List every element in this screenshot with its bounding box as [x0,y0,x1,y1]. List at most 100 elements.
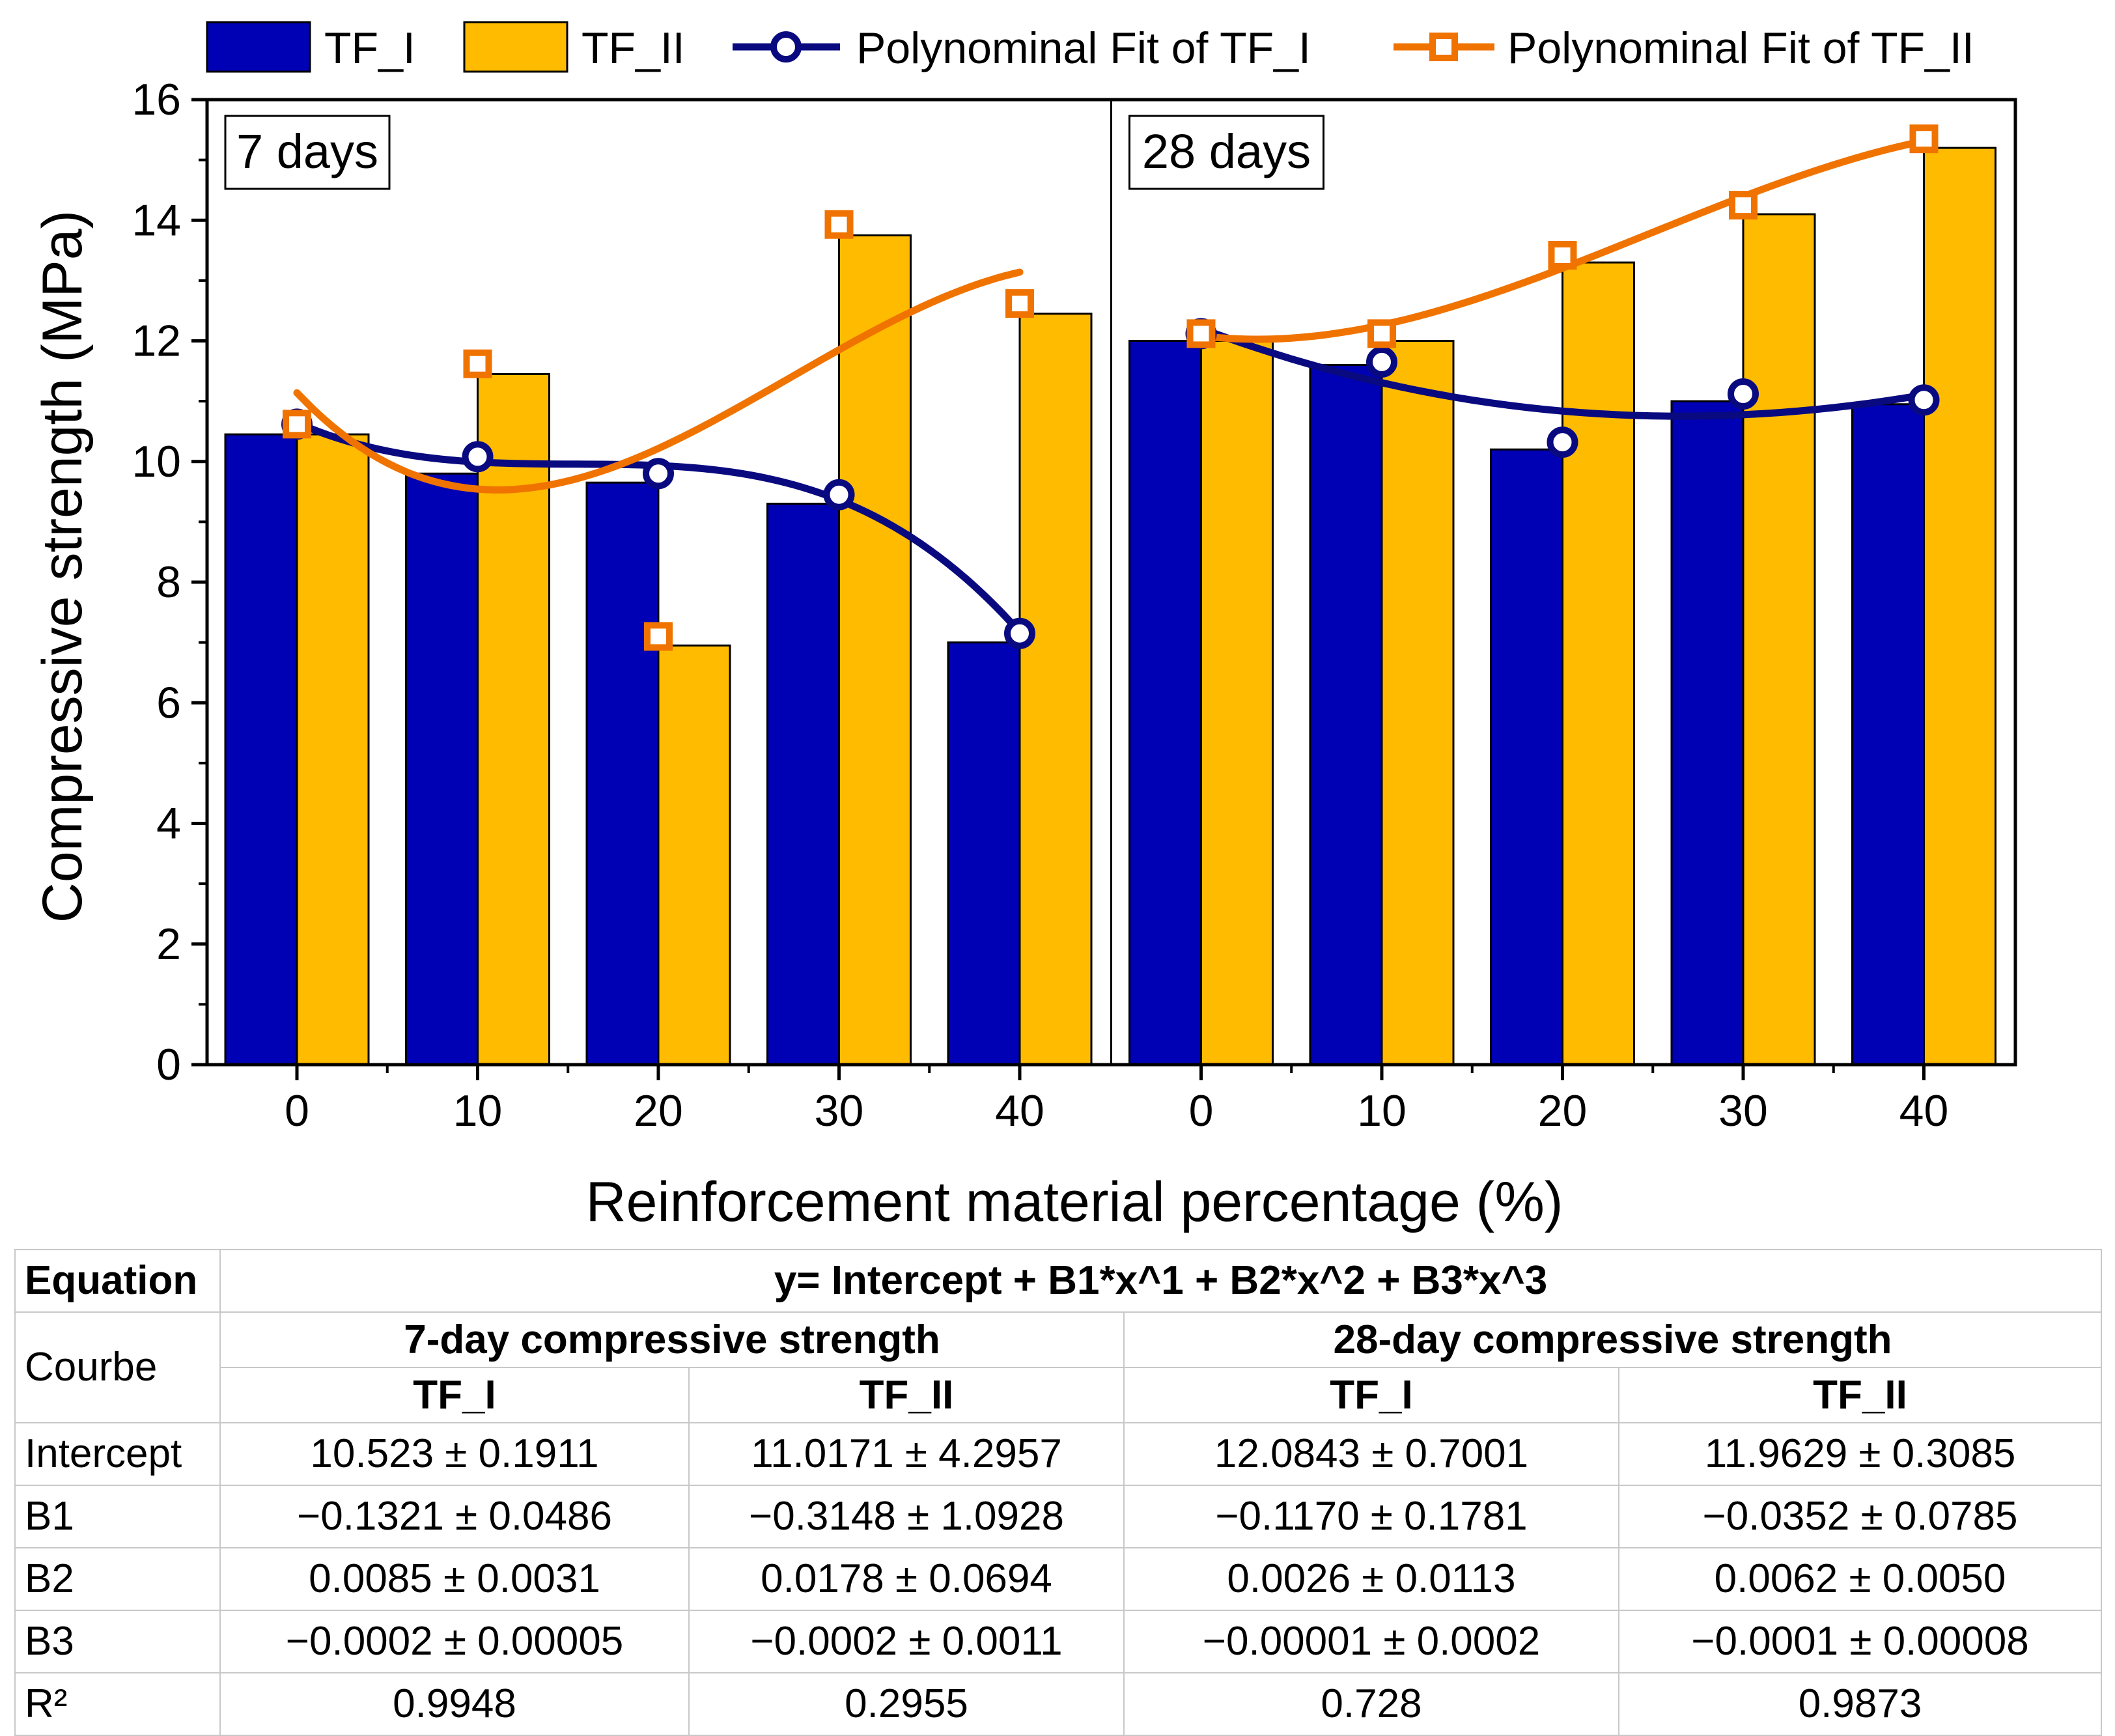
row-label: Intercept [14,1422,221,1486]
bar-tf1 [1490,448,1563,1066]
bar-tf1 [1309,364,1383,1066]
table-cell: −0.00001 ± 0.0002 [1123,1610,1619,1673]
equation-formula: y= Intercept + B1*x^1 + B2*x^2 + B3*x^3 [219,1249,2103,1313]
table-row-groups: Courbe 7-day compressive strength 28-day… [14,1311,2103,1423]
y-tick-label: 0 [156,1040,181,1089]
bar-tf2 [838,234,912,1066]
table-cell: 10.523 ± 0.1911 [219,1422,690,1486]
table-cell: −0.0002 ± 0.00005 [219,1610,690,1673]
table-cell: −0.0002 ± 0.0011 [688,1610,1125,1673]
legend-label-tf2-fit: Polynominal Fit of TF_II [1507,23,1974,73]
bar-tf1 [405,472,479,1066]
y-tick-label: 4 [156,799,181,848]
marker-tf2 [1548,240,1577,270]
table-cell: −0.0001 ± 0.00008 [1618,1610,2103,1673]
y-tick-label: 2 [156,919,181,969]
marker-tf1 [1728,378,1759,410]
legend-swatch-tf2 [463,21,568,73]
table-cell: −0.1170 ± 0.1781 [1123,1485,1619,1548]
marker-tf1 [1547,427,1578,458]
row-label: B3 [14,1610,221,1673]
bar-tf2 [1018,313,1093,1066]
table-cell: 11.9629 ± 0.3085 [1618,1422,2103,1486]
table-row: B1 −0.1321 ± 0.0486 −0.3148 ± 1.0928 −0.… [14,1485,2103,1548]
marker-tf2 [1729,191,1758,220]
panel-labels: 7 days 28 days [224,115,1324,190]
x-tick-label: 20 [634,1086,683,1136]
col-tf1-28: TF_I [1123,1367,1619,1423]
x-tick-label: 0 [285,1086,309,1136]
marker-tf1 [1366,346,1397,378]
x-tick-label: 20 [1538,1086,1588,1136]
x-tick-label: 40 [1899,1086,1949,1136]
row-label: R² [14,1672,221,1736]
bar-tf2 [1562,261,1635,1066]
legend-label-tf1: TF_I [324,23,415,73]
table-cell: −0.3148 ± 1.0928 [688,1485,1125,1548]
bar-tf1 [1128,340,1202,1066]
courbe-label: Courbe [14,1311,221,1423]
legend-label-tf1-fit: Polynominal Fit of TF_I [856,23,1311,73]
col-tf1-7: TF_I [219,1367,690,1423]
table-row: B3 −0.0002 ± 0.00005 −0.0002 ± 0.0011 −0… [14,1610,2103,1673]
fit-curve-tf2 [293,268,1024,494]
table-cell: 0.0026 ± 0.0113 [1123,1547,1619,1611]
table-cell: 0.2955 [688,1672,1125,1736]
table-cell: 0.9948 [219,1672,690,1736]
x-tick-label: 30 [1718,1086,1768,1136]
table-cell: 0.0178 ± 0.0694 [688,1547,1125,1611]
table-row: B2 0.0085 ± 0.0031 0.0178 ± 0.0694 0.002… [14,1547,2103,1611]
row-label: B1 [14,1485,221,1548]
equation-label: Equation [14,1249,221,1313]
x-tick-label: 0 [1189,1086,1214,1136]
group-28-day: 28-day compressive strength [1123,1311,2103,1368]
bar-layer [224,147,1996,1066]
marker-tf1 [823,479,855,511]
bar-tf1 [1670,400,1744,1066]
marker-tf2 [1909,124,1939,154]
compressive-strength-chart: TF_I TF_II Polynominal Fit of TF_I Polynomi… [31,21,2017,1233]
table-row-columns: TF_I TF_II TF_I TF_II [15,1367,2103,1423]
col-tf2-7: TF_II [688,1367,1125,1423]
y-tick-label: 12 [132,316,181,366]
axes: 0 2 4 6 8 10 12 14 16 0 10 20 30 40 0 10 20 30 40 [132,75,2017,1136]
table-cell: 12.0843 ± 0.7001 [1123,1422,1619,1486]
panel-label-box [1128,115,1324,190]
marker-tf2 [283,410,311,439]
bar-tf1 [766,503,840,1066]
table-cell: 11.0171 ± 4.2957 [688,1422,1125,1486]
y-tick-label: 14 [132,195,181,245]
legend-marker-tf2-fit [1429,33,1458,61]
x-tick-label: 10 [1357,1086,1407,1136]
marker-tf2 [1367,319,1396,348]
y-tick-label: 16 [132,75,181,124]
y-tick-label: 8 [156,557,181,607]
legend: TF_I TF_II Polynominal Fit of TF_I Polynomi… [206,21,1974,73]
marker-tf2 [1186,319,1216,348]
y-tick-label: 10 [132,437,181,486]
table-cell: 0.728 [1123,1672,1619,1736]
bar-tf2 [477,372,550,1066]
bar-tf1 [1851,403,1925,1066]
legend-label-tf2: TF_II [581,23,685,73]
table-row: Intercept 10.523 ± 0.1911 11.0171 ± 4.29… [14,1422,2103,1486]
bar-tf2 [657,644,731,1066]
marker-tf1 [462,441,494,473]
bar-tf1 [585,481,660,1066]
marker-tf1 [1004,617,1035,649]
table-cell: −0.1321 ± 0.0486 [219,1485,690,1548]
x-axis-title: Reinforcement material percentage (%) [586,1171,1563,1233]
y-axis-title: Compressive strength (MPa) [31,210,94,923]
bar-tf2 [1923,147,1996,1066]
bar-tf1 [224,433,298,1066]
row-label: B2 [14,1547,221,1611]
legend-marker-tf1-fit [770,31,802,63]
bar-tf1 [947,641,1021,1066]
marker-tf1 [643,458,674,490]
marker-tf2 [1005,289,1034,318]
marker-layer [281,124,1940,651]
panel-label-box [224,115,391,190]
table-cell: 0.0062 ± 0.0050 [1618,1547,2103,1611]
col-tf2-28: TF_II [1618,1367,2103,1423]
bar-tf2 [1200,340,1274,1066]
